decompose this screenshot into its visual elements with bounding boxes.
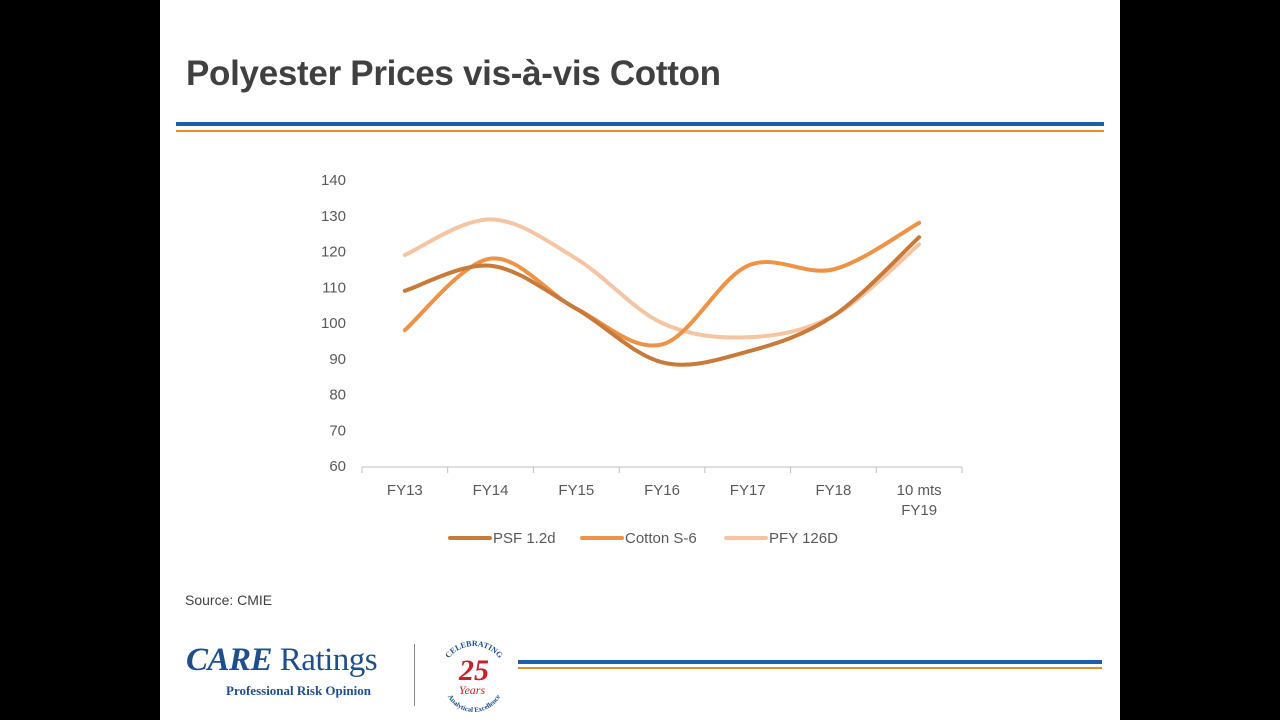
x-tick-label: 10 mts FY19 [897, 482, 942, 519]
footer-rule-blue [518, 660, 1102, 664]
y-tick-label: 100 [321, 315, 346, 332]
x-tick-label: FY17 [730, 482, 766, 499]
source-note: Source: CMIE [185, 592, 273, 608]
legend-label: Cotton S-6 [625, 530, 697, 547]
legend-label: PSF 1.2d [493, 530, 556, 547]
slide: Polyester Prices vis-à-vis Cotton 60 70 80… [160, 0, 1120, 720]
anniversary-badge: CELEBRATING 25 Years Analytical Excellen… [432, 636, 516, 716]
badge-years: Years [459, 683, 486, 697]
y-tick-label: 140 [321, 172, 346, 189]
series-line-cotton-s-6 [402, 220, 922, 348]
x-tick-label: FY16 [644, 482, 680, 499]
y-tick-label: 120 [321, 244, 346, 261]
y-tick-label: 60 [329, 458, 346, 475]
y-tick-label: 70 [329, 422, 346, 439]
y-tick-label: 110 [322, 279, 346, 296]
badge-number: 25 [458, 654, 489, 687]
footer-divider [414, 644, 415, 706]
logo-care: CARE [186, 642, 273, 678]
logo-tagline: Professional Risk Opinion [226, 683, 371, 698]
logo-ratings: Ratings [279, 642, 378, 678]
chart-area: 60 70 80 90 100 110 120 130 140 FY13 FY14 FY15 FY16 F… [160, 0, 1120, 720]
y-tick-label: 130 [321, 208, 346, 225]
footer-rule-orange [518, 667, 1102, 669]
title-rule-orange [176, 130, 1104, 132]
x-tick-label: FY14 [473, 482, 509, 499]
x-tick-label: FY13 [387, 482, 423, 499]
anniversary-badge-icon: CELEBRATING 25 Years Analytical Excellen… [443, 639, 504, 714]
line-chart: 60 70 80 90 100 110 120 130 140 FY13 FY14 FY15 FY16 F… [321, 172, 963, 547]
x-tick-label: FY18 [815, 482, 851, 499]
x-tick-label: FY15 [558, 482, 594, 499]
series-line-pfy-126d [402, 217, 922, 340]
series-line-psf-1-2d [402, 235, 922, 367]
care-ratings-logo: CARE Ratings Professional Risk Opinion [186, 636, 406, 706]
title-rule-blue [176, 122, 1104, 126]
y-tick-label: 90 [329, 351, 346, 368]
legend-label: PFY 126D [769, 530, 838, 547]
y-tick-label: 80 [329, 387, 346, 404]
logo-wordmark: CARE Ratings [186, 642, 378, 679]
slide-title: Polyester Prices vis-à-vis Cotton [186, 54, 721, 93]
